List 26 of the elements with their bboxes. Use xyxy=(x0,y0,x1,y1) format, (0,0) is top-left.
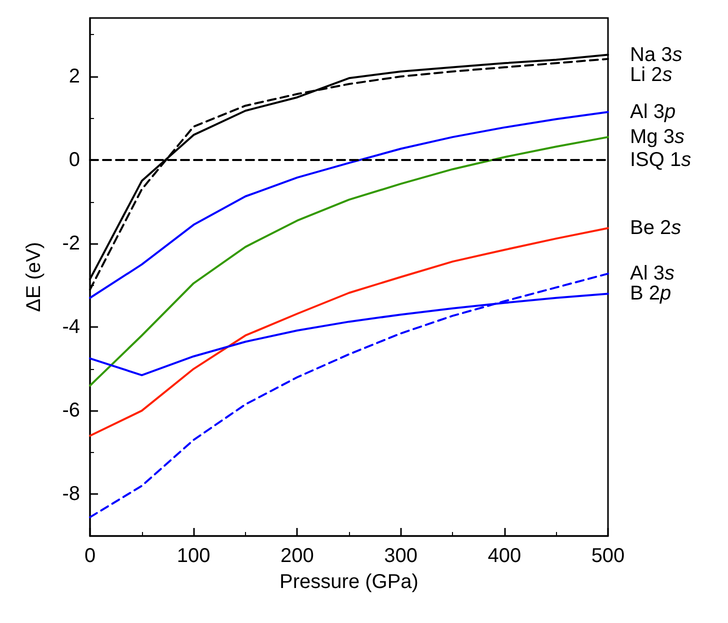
x-axis-title: Pressure (GPa) xyxy=(280,571,418,593)
y-tick-label: -2 xyxy=(62,232,80,255)
series-label: Al 3s xyxy=(630,262,674,285)
y-axis-title: ΔE (eV) xyxy=(23,242,45,312)
line-series xyxy=(89,272,609,518)
series-label: Mg 3s xyxy=(630,126,684,148)
x-tick-label: 300 xyxy=(384,545,418,567)
x-tick-label: 400 xyxy=(488,545,522,567)
y-tick-label: -6 xyxy=(62,400,80,422)
line-series xyxy=(89,136,609,387)
series-label: Li 2s xyxy=(630,64,672,86)
series-label: B 2p xyxy=(630,282,672,305)
series-label: Be 2s xyxy=(630,217,682,240)
y-tick-label: -4 xyxy=(62,316,80,338)
y-tick-label: 0 xyxy=(68,149,80,172)
x-tick-label: 500 xyxy=(591,545,625,567)
series-label: Na 3s xyxy=(630,44,682,66)
series-label: ISQ 1s xyxy=(630,149,692,172)
y-tick-label: -8 xyxy=(62,483,80,506)
line-series xyxy=(89,227,609,437)
series-label: Al 3p xyxy=(630,100,676,123)
x-tick-label: 200 xyxy=(280,545,314,567)
x-tick-label: 0 xyxy=(84,545,96,567)
y-tick-label: 2 xyxy=(68,65,80,88)
x-tick-label: 100 xyxy=(176,545,210,567)
line-series xyxy=(89,110,609,299)
